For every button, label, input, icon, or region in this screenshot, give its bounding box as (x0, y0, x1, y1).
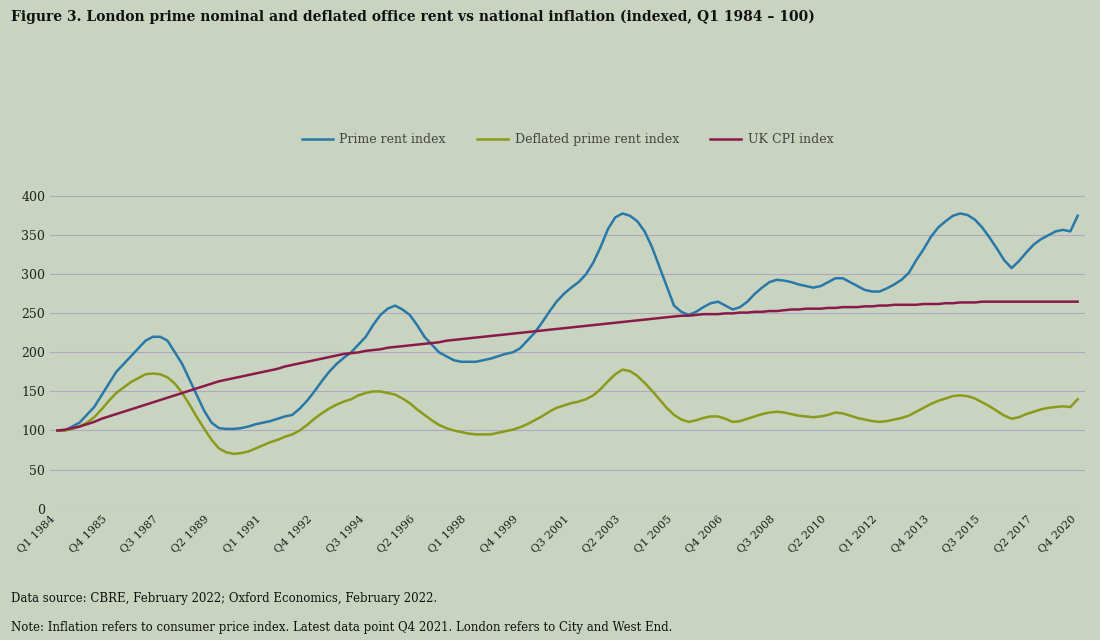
Prime rent index (1064, 228, 1077, 236)
Deflated prime rent index (51, 427, 64, 435)
Deflated prime rent index (88, 413, 101, 421)
Deflated prime rent index (154, 371, 167, 378)
Prime rent index (1071, 212, 1085, 220)
Text: Data source: CBRE, February 2022; Oxford Economics, February 2022.: Data source: CBRE, February 2022; Oxford… (11, 592, 437, 605)
Line: Deflated prime rent index: Deflated prime rent index (57, 369, 1078, 454)
UK CPI index (51, 427, 64, 435)
UK CPI index (234, 372, 248, 380)
Prime rent index (154, 333, 167, 340)
Legend: Prime rent index, Deflated prime rent index, UK CPI index: Prime rent index, Deflated prime rent in… (297, 128, 838, 151)
UK CPI index (154, 396, 167, 404)
Prime rent index (558, 290, 571, 298)
Line: Prime rent index: Prime rent index (57, 214, 1078, 431)
UK CPI index (976, 298, 989, 305)
Prime rent index (234, 424, 248, 432)
Deflated prime rent index (242, 448, 255, 456)
Prime rent index (51, 427, 64, 435)
Text: Figure 3. London prime nominal and deflated office rent vs national inflation (i: Figure 3. London prime nominal and defla… (11, 10, 815, 24)
UK CPI index (1071, 298, 1085, 305)
Prime rent index (110, 368, 123, 376)
UK CPI index (1064, 298, 1077, 305)
UK CPI index (110, 410, 123, 418)
Deflated prime rent index (564, 399, 578, 407)
UK CPI index (88, 418, 101, 426)
Line: UK CPI index: UK CPI index (57, 301, 1078, 431)
Deflated prime rent index (110, 389, 123, 397)
Text: Note: Inflation refers to consumer price index. Latest data point Q4 2021. Londo: Note: Inflation refers to consumer price… (11, 621, 672, 634)
UK CPI index (558, 324, 571, 332)
Deflated prime rent index (227, 450, 240, 458)
Deflated prime rent index (1071, 396, 1085, 403)
Prime rent index (616, 210, 629, 218)
Deflated prime rent index (484, 431, 497, 438)
Prime rent index (88, 403, 101, 411)
Deflated prime rent index (616, 365, 629, 373)
